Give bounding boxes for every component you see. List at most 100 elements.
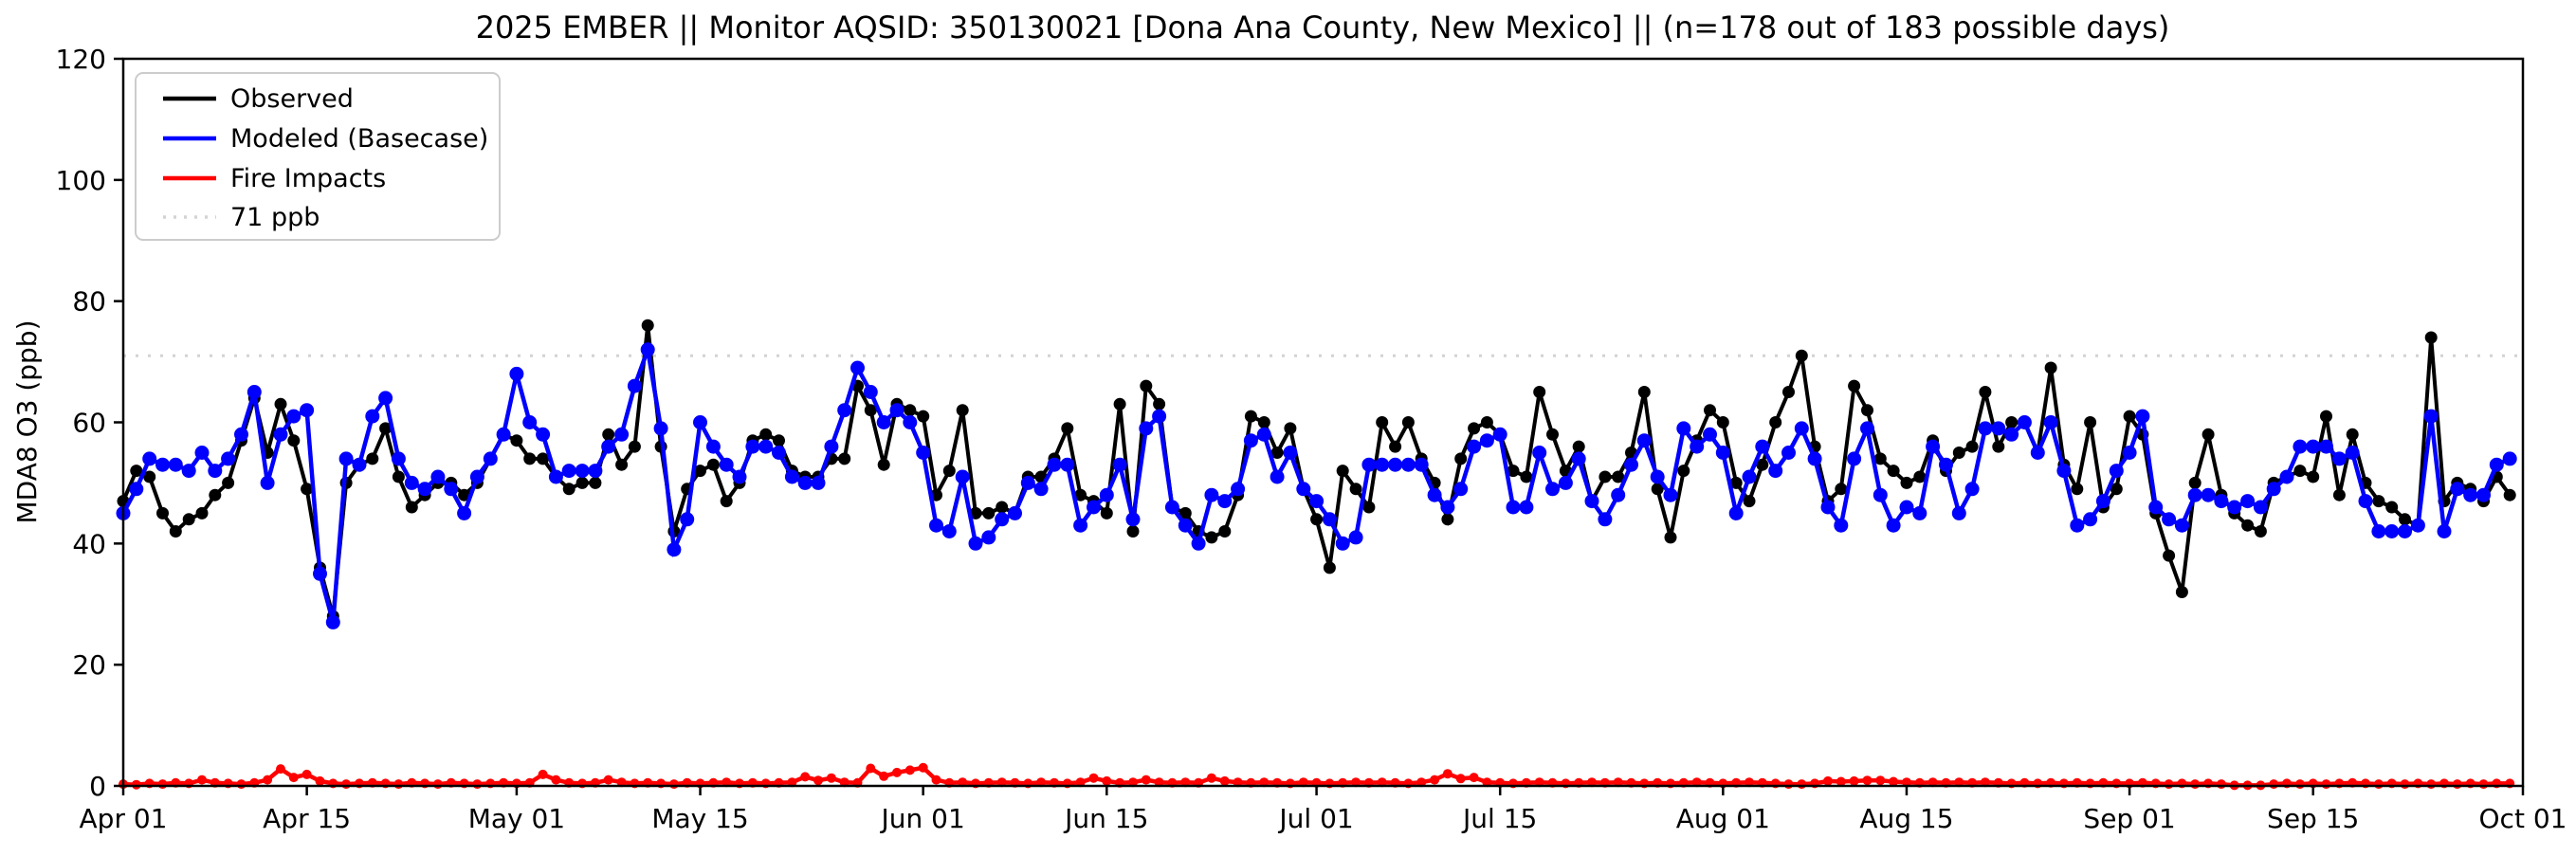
modeled-series-marker (903, 415, 918, 429)
modeled-series-marker (391, 451, 406, 466)
modeled-series-marker (889, 403, 904, 418)
modeled-series-marker (1348, 530, 1363, 545)
y-tick-label: 120 (56, 44, 106, 75)
fire-series-marker (1823, 775, 1833, 786)
modeled-series-marker (1164, 500, 1179, 515)
observed-series-marker (1270, 447, 1284, 459)
modeled-series-marker (1584, 494, 1599, 509)
fire-series-marker (1180, 777, 1191, 788)
fire-series-marker (2164, 779, 2174, 790)
modeled-series-marker (1204, 487, 1219, 502)
fire-series-marker (1141, 775, 1151, 785)
modeled-series-marker (811, 475, 826, 490)
fire-series-marker (1075, 777, 1086, 788)
modeled-series-marker (1152, 409, 1167, 424)
modeled-series-marker (1033, 482, 1049, 497)
observed-series-marker (2293, 465, 2307, 478)
fire-series-marker (800, 772, 811, 782)
observed-series-marker (1441, 513, 1454, 526)
observed-series-marker (1454, 452, 1468, 465)
modeled-series-marker (916, 446, 931, 460)
observed-series-marker (2424, 331, 2438, 344)
fire-series-marker (2216, 779, 2226, 790)
observed-series-marker (759, 428, 773, 441)
fire-series-marker (2269, 779, 2279, 790)
modeled-series-marker (745, 439, 760, 454)
fire-series-marker (341, 779, 352, 790)
modeled-series-marker (1715, 446, 1730, 460)
observed-series-marker (1389, 440, 1402, 453)
modeled-series-marker (1506, 500, 1521, 515)
fire-series-marker (2426, 779, 2437, 790)
modeled-series-marker (1060, 457, 1075, 472)
plot-area: 0 20 40 60 80 100 120 Apr 01 Apr 15 May 01 May 15 J… (56, 44, 2567, 834)
observed-series-marker (1637, 386, 1651, 398)
modeled-series-marker (155, 457, 170, 472)
y-tick-label: 100 (56, 165, 106, 196)
observed-series-marker (1873, 452, 1887, 465)
modeled-series-marker (1794, 421, 1809, 436)
observed-series-marker (1835, 483, 1848, 496)
fire-series-marker (2452, 779, 2462, 790)
observed-series-marker (1704, 404, 1716, 417)
x-tick-label: Sep 01 (2083, 803, 2175, 834)
observed-series-marker (2307, 470, 2320, 483)
x-tick-label: Aug 15 (1859, 803, 1953, 834)
observed-series-marker (1126, 525, 1140, 538)
modeled-series-marker (2266, 482, 2281, 497)
observed-series-marker (720, 495, 733, 508)
fire-series-marker (1613, 777, 1623, 788)
fire-series-marker (866, 763, 876, 774)
observed-series-marker (982, 506, 996, 520)
modeled-series-marker (1912, 505, 1927, 520)
modeled-series-marker (2371, 524, 2386, 538)
modeled-series-marker (1256, 427, 1271, 442)
observed-series-marker (1468, 422, 1481, 435)
modeled-series-marker (2043, 415, 2058, 429)
modeled-series-marker (575, 464, 590, 479)
modeled-series-marker (2070, 518, 2085, 533)
fire-series-marker (1219, 775, 1230, 786)
observed-series-marker (301, 483, 314, 496)
modeled-series-marker (1558, 475, 1573, 490)
observed-series-marker (1323, 561, 1336, 574)
fire-series-marker (131, 779, 141, 790)
modeled-series-marker (1217, 494, 1233, 509)
observed-series-marker (1178, 506, 1192, 520)
modeled-series-marker (2476, 487, 2491, 502)
modeled-series-marker (1728, 505, 1744, 520)
observed-series-marker (182, 513, 195, 526)
observed-series-marker (2084, 416, 2097, 428)
fire-series-marker (1442, 769, 1452, 779)
fire-series-marker (616, 777, 627, 788)
observed-series-marker (1887, 465, 1900, 478)
modeled-series-marker (2109, 464, 2124, 479)
observed-series-marker (510, 434, 523, 447)
fire-series-marker (1889, 776, 1899, 787)
modeled-series-marker (1335, 536, 1350, 551)
modeled-series-marker (1847, 451, 1862, 466)
observed-series-marker (2188, 476, 2201, 489)
observed-series-marker (615, 458, 629, 471)
observed-series-marker (942, 465, 956, 478)
observed-series-marker (1756, 458, 1769, 471)
modeled-series-marker (338, 451, 354, 466)
modeled-series-marker (378, 391, 393, 406)
x-tick-label: Apr 01 (80, 803, 168, 834)
observed-series-marker (917, 410, 930, 423)
modeled-series-marker (2135, 409, 2150, 424)
observed-series-marker (969, 506, 982, 520)
x-tick-label: May 15 (651, 803, 748, 834)
fire-series-marker (1377, 777, 1387, 788)
observed-series-marker (1782, 386, 1795, 398)
fire-series-marker (1482, 777, 1492, 788)
modeled-series-marker (863, 385, 878, 399)
modeled-series-marker (2502, 451, 2517, 466)
modeled-series-marker (1636, 433, 1652, 448)
observed-series-marker (222, 476, 235, 489)
observed-series-marker (1913, 470, 1927, 483)
modeled-series-marker (2410, 518, 2425, 533)
modeled-series-marker (457, 505, 472, 520)
modeled-series-marker (1650, 469, 1665, 484)
modeled-series-marker (640, 342, 655, 357)
